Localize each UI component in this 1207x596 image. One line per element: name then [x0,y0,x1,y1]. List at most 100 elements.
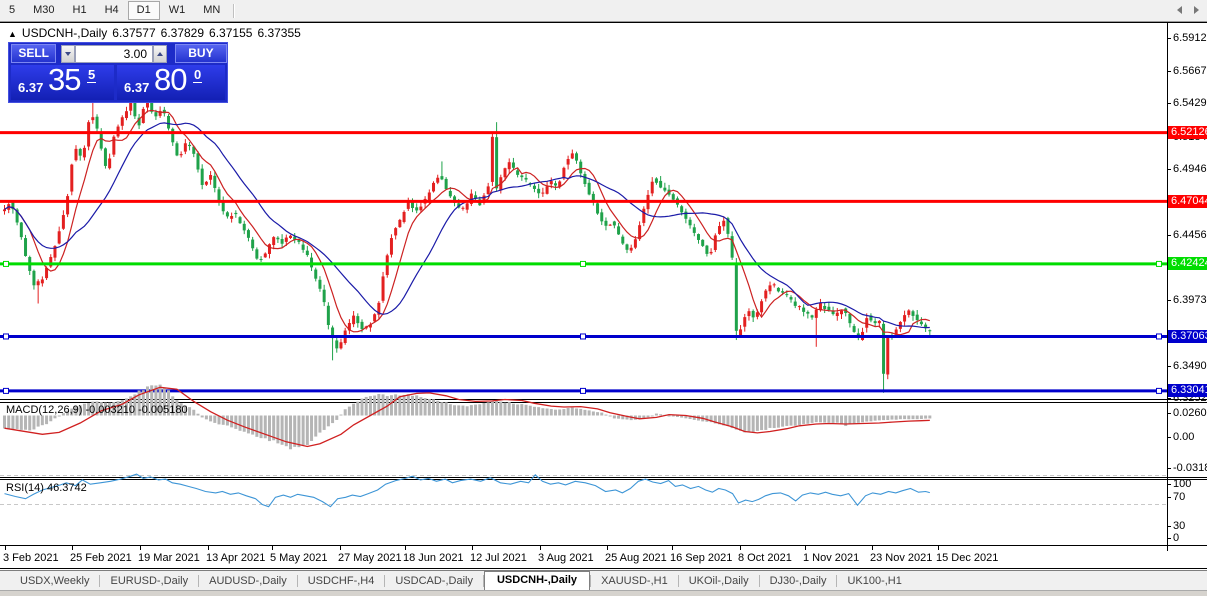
price-axis-label: 6.44560 [1173,229,1207,242]
tab-usdcnh-daily[interactable]: USDCNH-,Daily [483,571,591,590]
sell-price-prefix: 6.37 [18,80,44,95]
hline-handle [1156,387,1162,394]
price-axis-tick [1167,365,1171,367]
collapse-panel-icon[interactable]: ▲ [8,29,17,39]
tab-usdx-weekly[interactable]: USDX,Weekly [20,575,90,587]
tab-ukoil-daily[interactable]: UKOil-,Daily [688,575,749,587]
macd-indicator-label: MACD(12,26,9) -0.003210 -0.005180 [6,404,188,416]
buy-price-pip: 0 [193,67,203,83]
date-axis-tick [872,546,873,550]
macd-axis-label: 0.00 [1173,431,1195,443]
sell-price-pip: 5 [87,67,97,83]
date-axis-tick [5,546,6,550]
price-line-label: 6.47044 [1168,194,1207,208]
rsi-indicator-label: RSI(14) 46.3742 [6,482,87,494]
rsi-axis-tick [1167,484,1171,485]
ma-fast-line [4,109,930,336]
date-axis-label: 3 Aug 2021 [538,552,594,564]
macd-rsi-border-a [0,477,1207,478]
sell-price-tile[interactable]: 6.37 35 5 [11,62,114,100]
timeframe-button-mn[interactable]: MN [203,4,221,16]
timeframe-button-5[interactable]: 5 [9,4,16,16]
main-macd-border-b [0,402,1207,403]
date-axis-bottom-border [0,568,1207,569]
date-axis-tick [805,546,806,550]
price-axis-label: 6.39730 [1173,294,1207,307]
date-axis-label: 16 Sep 2021 [670,552,733,564]
buy-price-tile[interactable]: 6.37 80 0 [117,62,225,100]
date-axis-label: 15 Dec 2021 [936,552,999,564]
date-axis-label: 19 Mar 2021 [138,552,200,564]
price-axis-tick [1167,103,1171,105]
status-strip [0,590,1207,596]
timeframe-button-m30[interactable]: M30 [33,4,55,16]
date-axis-label: 25 Feb 2021 [70,552,132,564]
rsi-axis-label: 30 [1173,520,1186,532]
price-axis-label: 6.49460 [1173,162,1207,175]
macd-pane[interactable] [0,381,1167,455]
price-high: 6.37829 [160,26,205,40]
main-macd-border-a [0,399,1207,400]
price-line-label: 6.33041 [1168,384,1207,398]
price-axis-tick [1167,300,1171,302]
timeframe-button-h4[interactable]: H4 [104,4,119,16]
spinner-up-icon [156,51,163,56]
rsi-bottom-border [0,545,1207,546]
candlestick-chart[interactable] [0,23,1167,399]
buy-button[interactable]: BUY [174,44,228,63]
tab-separator [677,575,679,587]
timeframe-toolbar: 5 M30 H1 H4 D1 W1 MN [0,0,1207,22]
sell-button[interactable]: SELL [11,44,57,63]
chart-title: ▲ USDCNH-,Daily 6.37577 6.37829 6.37155 6.373… [8,26,306,40]
macd-rsi-border-b [0,479,1207,480]
price-open: 6.37577 [112,26,156,40]
timeframe-button-d1[interactable]: D1 [127,1,160,20]
timeframe-button-w1[interactable]: W1 [168,4,186,16]
hline-handle [580,387,586,394]
macd-axis-tick [1167,437,1171,438]
price-axis-label: 6.56670 [1173,65,1207,78]
date-axis-tick [272,546,273,550]
price-line-label: 6.42424 [1168,257,1207,271]
rsi-axis-label: 70 [1173,491,1186,503]
tab-dj30-daily[interactable]: DJ30-,Daily [769,575,827,587]
hline-handle [580,260,586,267]
rsi-axis-tick [1167,526,1171,527]
timeframe-button-h1[interactable]: H1 [72,4,87,16]
tab-scroll-right-icon[interactable] [1194,6,1199,14]
price-axis-divider [1167,23,1168,551]
trade-panel-controls: SELL 3.00 BUY [9,43,228,64]
macd-axis-tick [1167,468,1171,469]
buy-price-big: 80 [154,62,187,97]
tab-separator [99,575,101,587]
tab-usdcad-daily[interactable]: USDCAD-,Daily [395,575,473,587]
tab-separator [198,575,200,587]
tab-uk100-h1[interactable]: UK100-,H1 [847,575,902,587]
volume-increase-button[interactable] [153,44,167,63]
volume-input[interactable]: 3.00 [75,44,153,63]
tab-scroll-left-icon[interactable] [1177,6,1182,14]
tab-eurusd-daily[interactable]: EURUSD-,Daily [110,575,189,587]
date-axis-label: 23 Nov 2021 [870,552,933,564]
rsi-axis-label: 100 [1173,478,1192,490]
chart-window[interactable]: ▲ USDCNH-,Daily 6.37577 6.37829 6.37155 6.373… [0,22,1207,569]
rsi-pane[interactable] [0,458,1167,523]
macd-axis-tick [1167,413,1171,414]
hline-handle [1156,260,1162,267]
tab-separator [384,575,386,587]
price-axis-label: 6.54290 [1173,97,1207,110]
date-axis-tick [405,546,406,550]
tab-separator [836,575,838,587]
spinner-down-icon [65,51,72,56]
price-axis-tick [1167,235,1171,237]
volume-decrease-button[interactable] [61,44,76,63]
price-line-label: 6.37063 [1168,329,1207,343]
date-axis-tick [607,546,608,550]
date-axis-tick [740,546,741,550]
date-axis-tick [938,546,939,550]
tab-usdchf-h4[interactable]: USDCHF-,H4 [307,575,375,587]
tab-xauusd-h1[interactable]: XAUUSD-,H1 [601,575,668,587]
tab-audusd-daily[interactable]: AUDUSD-,Daily [209,575,287,587]
date-axis-label: 1 Nov 2021 [803,552,860,564]
price-line-label: 6.52126 [1168,126,1207,140]
